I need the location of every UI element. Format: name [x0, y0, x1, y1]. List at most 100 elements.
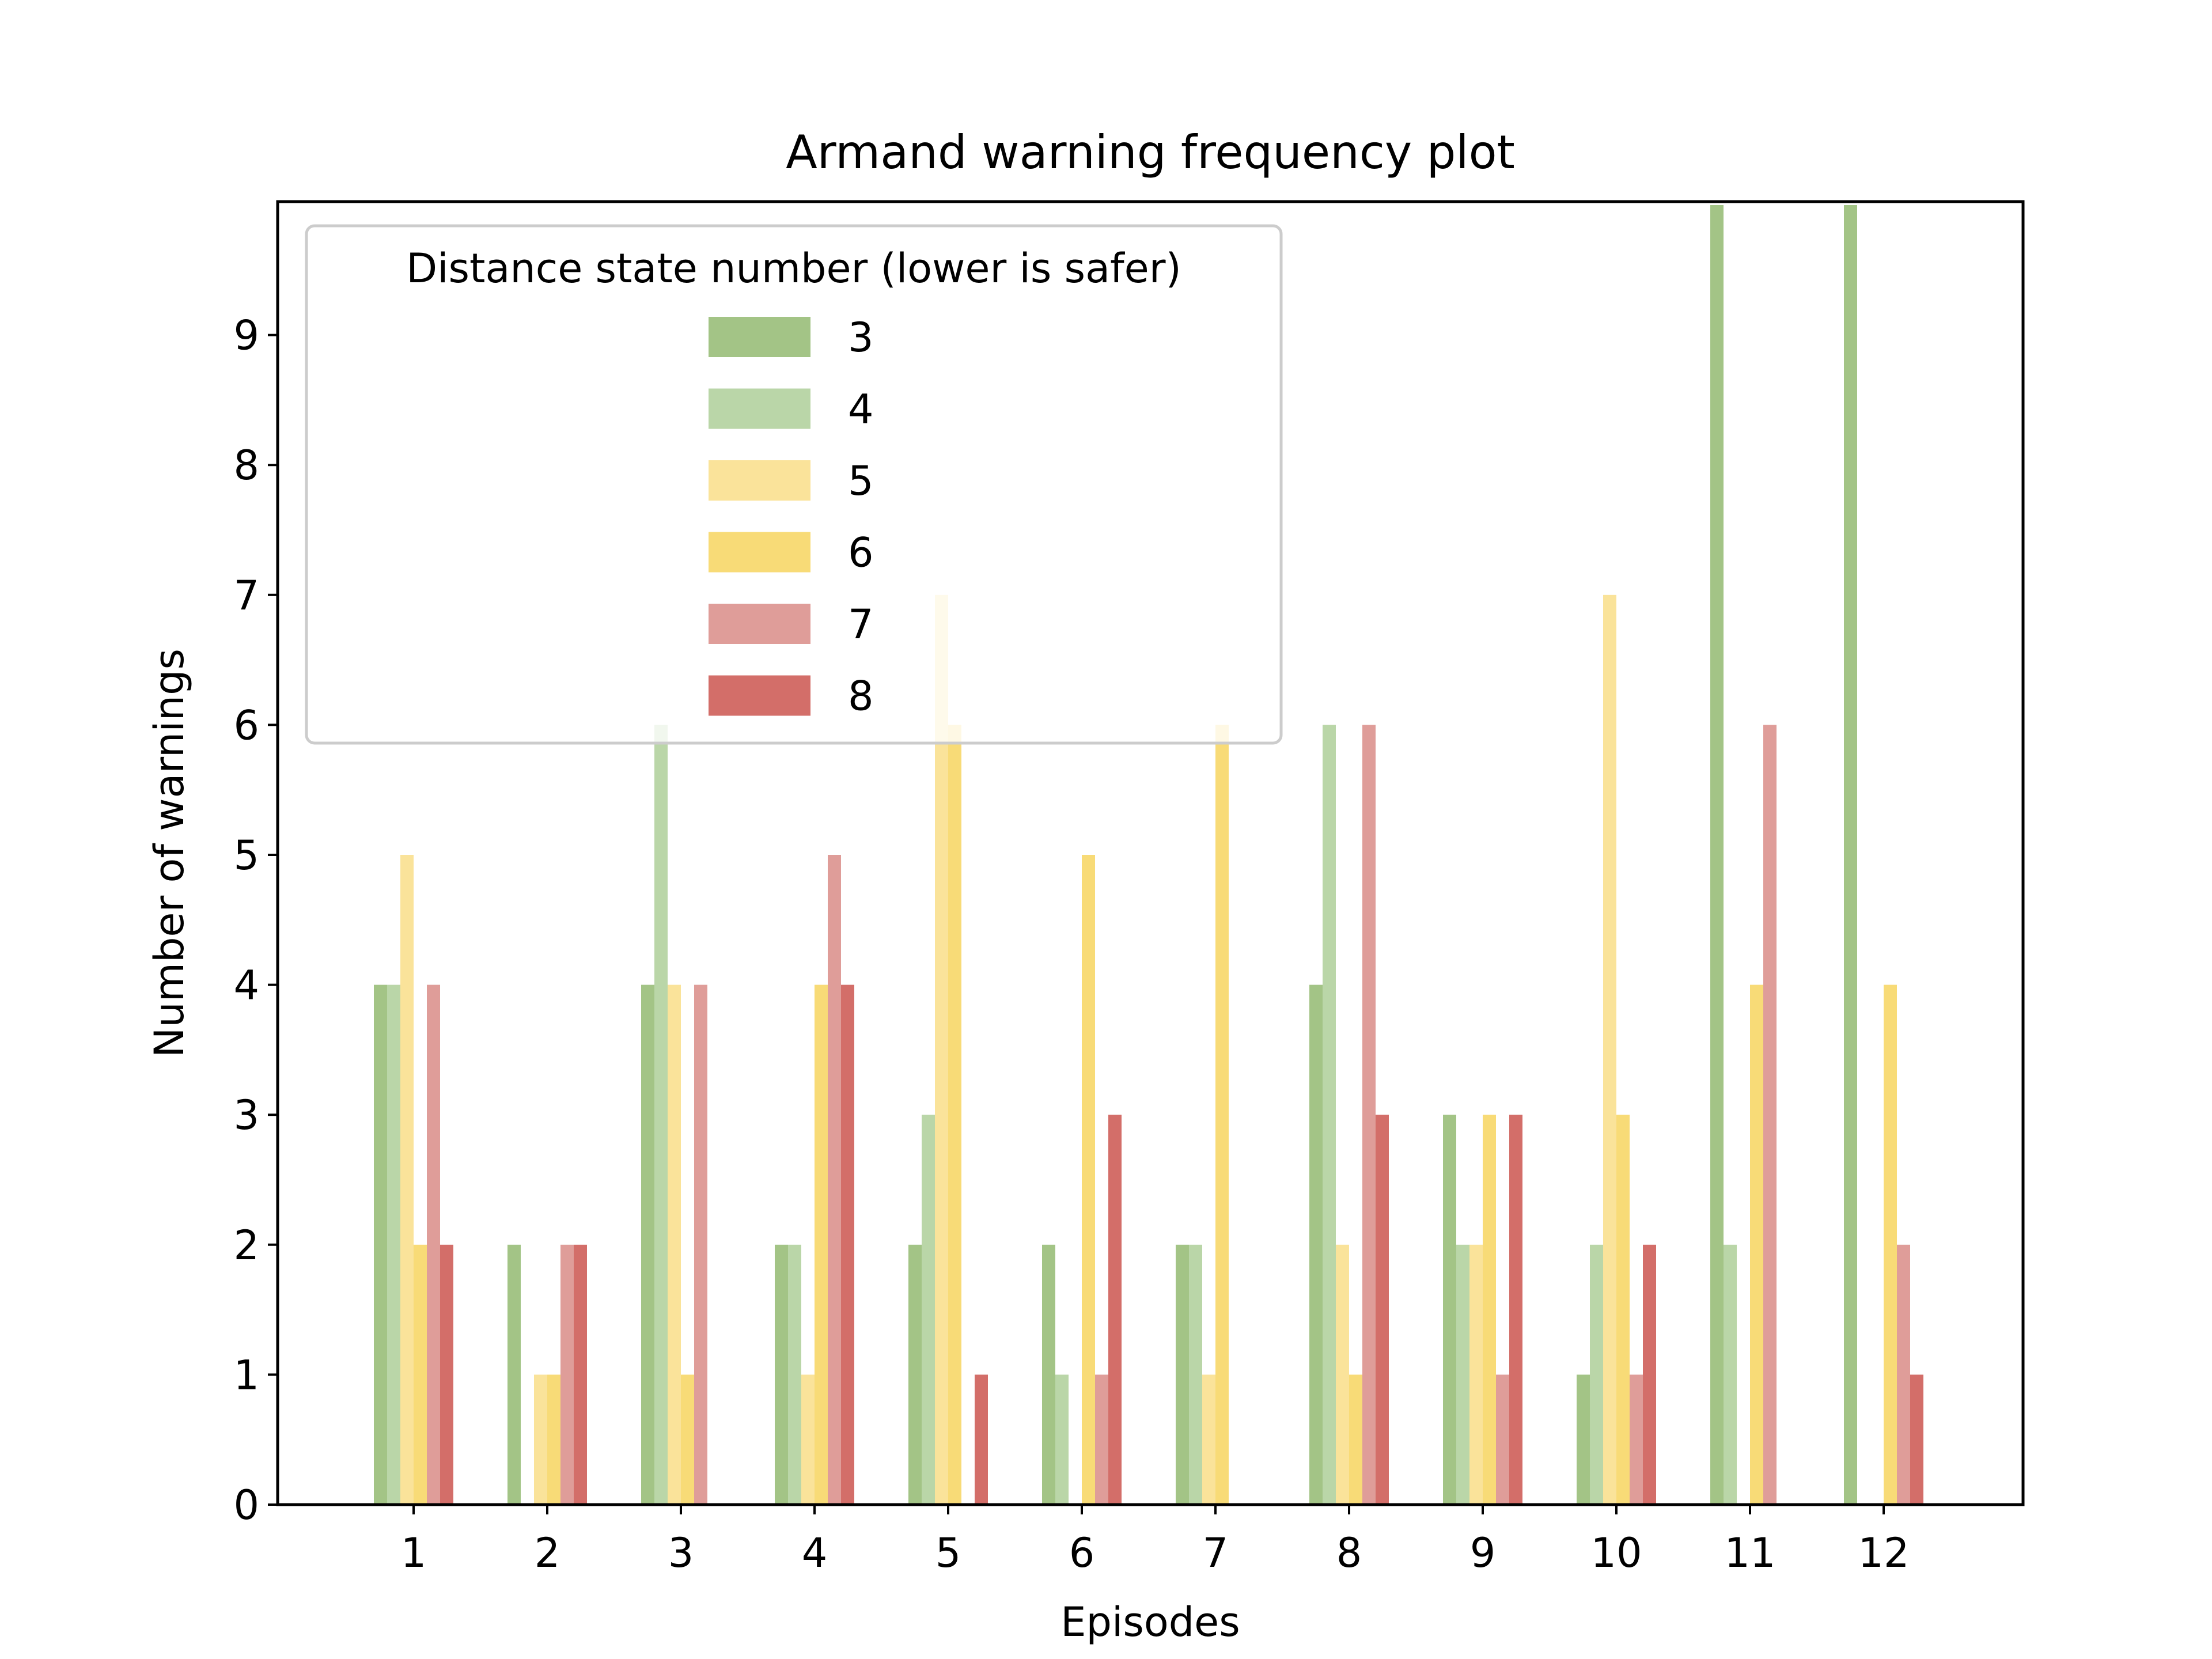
bar-series-6-episode-3: [681, 1374, 694, 1505]
bar-series-5-episode-10: [1603, 594, 1616, 1505]
bar-series-5-episode-7: [1202, 1374, 1215, 1505]
bar-series-8-episode-1: [440, 1244, 453, 1505]
legend-swatch-3: [709, 317, 810, 357]
x-tick-label: 11: [1724, 1529, 1775, 1577]
bar-series-4-episode-3: [654, 725, 668, 1505]
y-tick-label: 1: [233, 1351, 259, 1399]
bar-series-6-episode-6: [1082, 855, 1095, 1505]
y-tick-label: 5: [233, 832, 259, 879]
bar-series-4-episode-11: [1724, 1244, 1737, 1505]
x-tick-label: 10: [1590, 1529, 1642, 1577]
y-tick-label: 8: [233, 442, 259, 489]
bar-series-7-episode-4: [828, 855, 841, 1505]
bar-series-3-episode-8: [1309, 984, 1323, 1505]
legend-title: Distance state number (lower is safer): [406, 245, 1181, 292]
bar-series-5-episode-3: [668, 984, 681, 1505]
legend-swatch-4: [709, 388, 810, 429]
bar-series-3-episode-9: [1443, 1115, 1456, 1505]
bar-series-3-episode-12: [1844, 205, 1857, 1505]
y-tick-label: 2: [233, 1222, 259, 1269]
legend-label-4: 4: [848, 386, 874, 433]
bar-series-7-episode-2: [560, 1244, 574, 1505]
y-axis: 0 1 2 3 4 5 6 7 8 9: [233, 312, 278, 1529]
plot-frame: [276, 200, 2025, 1506]
bar-series-3-episode-5: [908, 1244, 922, 1505]
bar-series-4-episode-1: [387, 984, 400, 1505]
bar-series-7-episode-10: [1630, 1374, 1643, 1505]
y-tick-label: 4: [233, 962, 259, 1009]
bar-series-5-episode-8: [1336, 1244, 1349, 1505]
y-tick-label: 6: [233, 702, 259, 749]
bar-series-7-episode-8: [1362, 725, 1376, 1505]
bar-series-3-episode-4: [775, 1244, 788, 1505]
bar-series-6-episode-9: [1483, 1115, 1496, 1505]
bar-series-6-episode-12: [1884, 984, 1897, 1505]
x-axis: 1 2 3 4 5 6 7 8 9 10 11 12: [401, 1505, 1910, 1577]
y-tick-label: 3: [233, 1092, 259, 1139]
x-tick-label: 4: [802, 1529, 828, 1577]
bar-series-4-episode-10: [1590, 1244, 1603, 1505]
legend-swatch-7: [709, 604, 810, 644]
bar-series-8-episode-8: [1376, 1115, 1389, 1505]
y-tick-label: 7: [233, 572, 259, 619]
x-tick-label: 8: [1336, 1529, 1362, 1577]
bar-series-8-episode-4: [841, 984, 854, 1505]
x-tick-label: 6: [1069, 1529, 1095, 1577]
x-tick-label: 1: [401, 1529, 427, 1577]
legend-label-8: 8: [848, 673, 874, 720]
bar-series-6-episode-5: [948, 725, 961, 1505]
bar-series-3-episode-7: [1176, 1244, 1189, 1505]
bar-series-8-episode-10: [1643, 1244, 1656, 1505]
bar-series-3-episode-3: [641, 984, 654, 1505]
bar-series-7-episode-12: [1897, 1244, 1910, 1505]
legend-label-3: 3: [848, 314, 874, 361]
x-tick-label: 5: [935, 1529, 961, 1577]
bar-series-7-episode-6: [1095, 1374, 1108, 1505]
bar-series-5-episode-1: [400, 855, 414, 1505]
legend-label-6: 6: [848, 529, 874, 577]
x-tick-label: 9: [1470, 1529, 1496, 1577]
bar-series-7-episode-1: [427, 984, 440, 1505]
bar-series-6-episode-4: [815, 984, 828, 1505]
bar-series-6-episode-1: [414, 1244, 427, 1505]
y-tick-label: 0: [233, 1482, 259, 1529]
legend-items: 3 4 5 6 7 8: [709, 314, 874, 720]
bar-series-4-episode-5: [922, 1115, 935, 1505]
bar-series-6-episode-7: [1215, 725, 1229, 1505]
bar-series-3-episode-11: [1710, 205, 1724, 1505]
bar-series-6-episode-10: [1616, 1115, 1630, 1505]
bar-series-8-episode-2: [574, 1244, 587, 1505]
bar-series-3-episode-2: [507, 1244, 521, 1505]
legend-label-7: 7: [848, 601, 874, 648]
bar-series-6-episode-11: [1750, 984, 1763, 1505]
bar-series-4-episode-4: [788, 1244, 801, 1505]
bar-series-6-episode-2: [547, 1374, 560, 1505]
x-tick-label: 12: [1858, 1529, 1909, 1577]
legend-swatch-5: [709, 460, 810, 501]
bar-series-7-episode-3: [694, 984, 707, 1505]
x-tick-label: 2: [535, 1529, 560, 1577]
bar-series-4-episode-6: [1055, 1374, 1069, 1505]
bars-group: [374, 205, 1923, 1505]
bar-series-5-episode-9: [1469, 1244, 1483, 1505]
bar-series-4-episode-7: [1189, 1244, 1202, 1505]
bar-series-5-episode-4: [801, 1374, 815, 1505]
x-axis-label: Episodes: [1060, 1599, 1240, 1646]
legend-swatch-8: [709, 675, 810, 716]
legend-swatch-6: [709, 532, 810, 573]
legend-label-5: 5: [848, 457, 874, 505]
y-tick-label: 9: [233, 312, 259, 359]
bar-series-3-episode-1: [374, 984, 387, 1505]
bar-series-8-episode-5: [975, 1374, 988, 1505]
bar-series-8-episode-6: [1108, 1115, 1122, 1505]
bar-series-8-episode-12: [1910, 1374, 1923, 1505]
bar-series-7-episode-11: [1763, 725, 1777, 1505]
bar-series-7-episode-9: [1496, 1374, 1509, 1505]
bar-series-4-episode-9: [1456, 1244, 1469, 1505]
x-tick-label: 7: [1203, 1529, 1229, 1577]
y-axis-label: Number of warnings: [146, 649, 193, 1058]
bar-series-3-episode-10: [1577, 1374, 1590, 1505]
bar-series-6-episode-8: [1349, 1374, 1362, 1505]
x-tick-label: 3: [668, 1529, 694, 1577]
